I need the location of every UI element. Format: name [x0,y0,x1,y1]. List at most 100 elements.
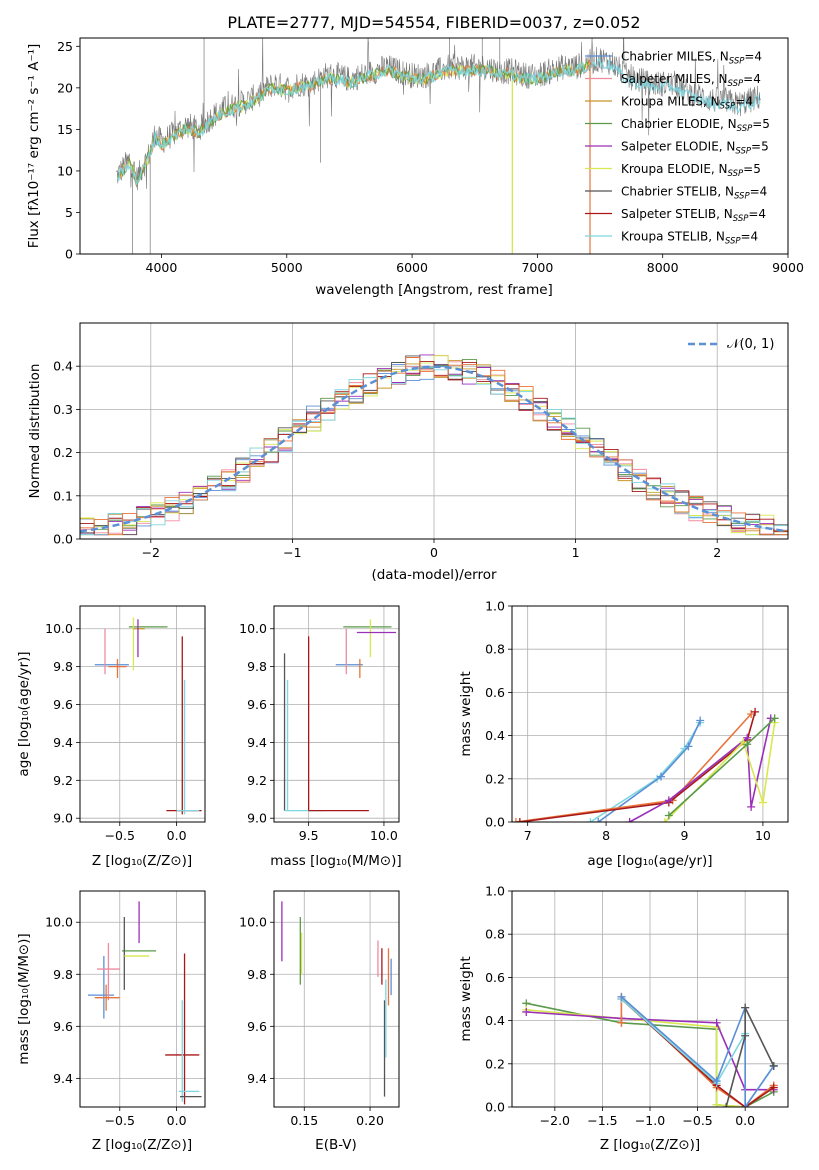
grid [80,891,205,1107]
plus-marker [594,818,603,822]
gaussian-curve [80,365,788,533]
y-tick-label: 9.6 [53,697,73,712]
ticks: 7 8 9 10 0.0 0.2 0.4 0.6 0.8 1.0 [485,599,771,844]
legend-subscript: SSP [729,57,745,67]
legend-label: Kroupa MILES, NSSP=4 [621,95,753,112]
mass-weight-series [725,1007,775,1107]
y-tick-label: 9.8 [247,659,267,674]
legend-subscript: SSP [735,147,751,157]
legend-suffix: =5 [751,140,769,154]
x-tick-label: 2 [713,545,721,560]
plus-marker [656,772,665,781]
y-tick-label: 10 [57,163,73,178]
spectrum-y-label: Flux [fλ10⁻¹⁷ erg cm⁻² s⁻¹ A⁻¹] [26,44,42,249]
grid [274,891,399,1107]
mass-weight-series [519,711,756,822]
plus-marker [741,1003,750,1012]
plus-marker [712,1100,721,1107]
massweight-vs-metallicity-y-label: mass weight [458,956,474,1041]
y-tick-label: 0.4 [53,359,73,374]
y-tick-label: 9.4 [247,1071,267,1086]
legend-subscript: SSP [734,192,750,202]
plus-marker [741,1103,750,1107]
x-tick-label: 5000 [271,260,303,275]
age-vs-metallicity-panel: −0.5 0.0 9.0 9.2 9.4 9.6 9.8 10.0 [45,605,206,843]
plus-marker [747,802,756,811]
x-tick-label: 9.5 [299,828,319,843]
massweight-vs-age-panel: 7 8 9 10 0.0 0.2 0.4 0.6 0.8 1.0 [485,599,789,844]
y-tick-label: 9.2 [53,773,73,788]
y-tick-label: 9.4 [53,1071,73,1086]
legend-suffix: =4 [748,207,766,221]
x-tick-label: −1.0 [635,1113,665,1128]
x-tick-label: 1 [572,545,580,560]
age-vs-mass-panel: 9.5 10.0 9.0 9.2 9.4 9.6 9.8 10.0 [239,605,400,843]
plus-marker [696,716,705,725]
legend-subscript: SSP [728,169,744,179]
grid [80,606,205,822]
grid [512,605,788,823]
y-tick-label: 0.2 [485,771,505,786]
plus-marker [586,818,595,822]
histogram-legend: 𝒩(0, 1) [688,337,774,352]
y-tick-label: 10.0 [45,915,73,930]
plus-marker [712,1018,721,1027]
legend-label: Chabrier MILES, NSSP=4 [621,50,762,67]
plus-marker [741,1031,750,1040]
ticks: −0.5 0.0 9.0 9.2 9.4 9.6 9.8 10.0 [45,621,186,843]
legend-subscript: SSP [725,237,741,247]
legend-label: Salpeter MILES, NSSP=4 [621,72,761,89]
plus-marker [664,811,673,820]
frame [273,605,400,823]
x-tick-label: 0.0 [735,1113,755,1128]
plus-marker [751,707,760,716]
massweight-vs-metallicity-panel: −2.0 −1.5 −1.0 −0.5 0.0 0.0 0.2 0.4 0.6 0.8 1.0 [485,884,789,1129]
y-tick-label: 9.8 [53,967,73,982]
spectrum-title: PLATE=2777, MJD=54554, FIBERID=0037, z=0… [227,13,640,32]
y-tick-label: 9.4 [247,735,267,750]
frame [79,605,206,823]
y-tick-label: 0.0 [53,532,73,547]
x-tick-label: 0 [430,545,438,560]
y-tick-label: 9.6 [53,1019,73,1034]
plot-area [522,992,778,1107]
age-vs-metallicity-x-label: Z [log₁₀(Z/Z⊙)] [92,853,192,869]
y-tick-label: 0.6 [485,970,505,985]
histogram-x-label: (data-model)/error [371,567,497,583]
y-tick-label: 9.6 [247,697,267,712]
y-tick-label: 0.4 [485,728,505,743]
y-tick-label: 0.2 [485,1056,505,1071]
x-tick-label: 10.0 [370,828,398,843]
ticks: −2.0 −1.5 −1.0 −0.5 0.0 0.0 0.2 0.4 0.6 0.8 1.0 [485,884,755,1129]
y-tick-label: 1.0 [485,884,505,899]
model-spectrum [116,56,761,187]
x-tick-label: −2.0 [540,1113,570,1128]
histogram-ticks: −2 −1 0 1 2 0.0 0.1 0.2 0.3 0.4 [53,359,721,560]
y-tick-label: 5 [65,205,73,220]
frame [511,605,789,823]
x-tick-label: 6000 [396,260,428,275]
frame [79,890,206,1108]
y-tick-label: 0.3 [53,402,73,417]
legend-subscript: SSP [720,102,736,112]
mass-weight-series [597,720,701,822]
x-tick-label: 0.0 [167,828,187,843]
plus-marker [522,1007,531,1016]
plus-marker [769,1061,778,1070]
plus-marker [758,798,767,807]
plot-area [281,901,392,1097]
spectrum-panel: PLATE=2777, MJD=54554, FIBERID=0037, z=0… [26,13,804,298]
plus-marker [515,818,524,822]
plus-marker [512,818,520,822]
y-tick-label: 0.0 [485,815,505,830]
histogram-series [80,357,788,536]
x-tick-label: −0.5 [105,1113,135,1128]
x-tick-label: −2 [142,545,160,560]
y-tick-label: 9.4 [53,735,73,750]
mass-vs-metallicity-panel: −0.5 0.0 9.4 9.6 9.8 10.0 [45,890,206,1128]
mass-weight-series [664,722,776,822]
x-tick-label: 7 [524,828,532,843]
x-tick-label: 0.0 [167,1113,187,1128]
plus-marker [770,714,779,723]
